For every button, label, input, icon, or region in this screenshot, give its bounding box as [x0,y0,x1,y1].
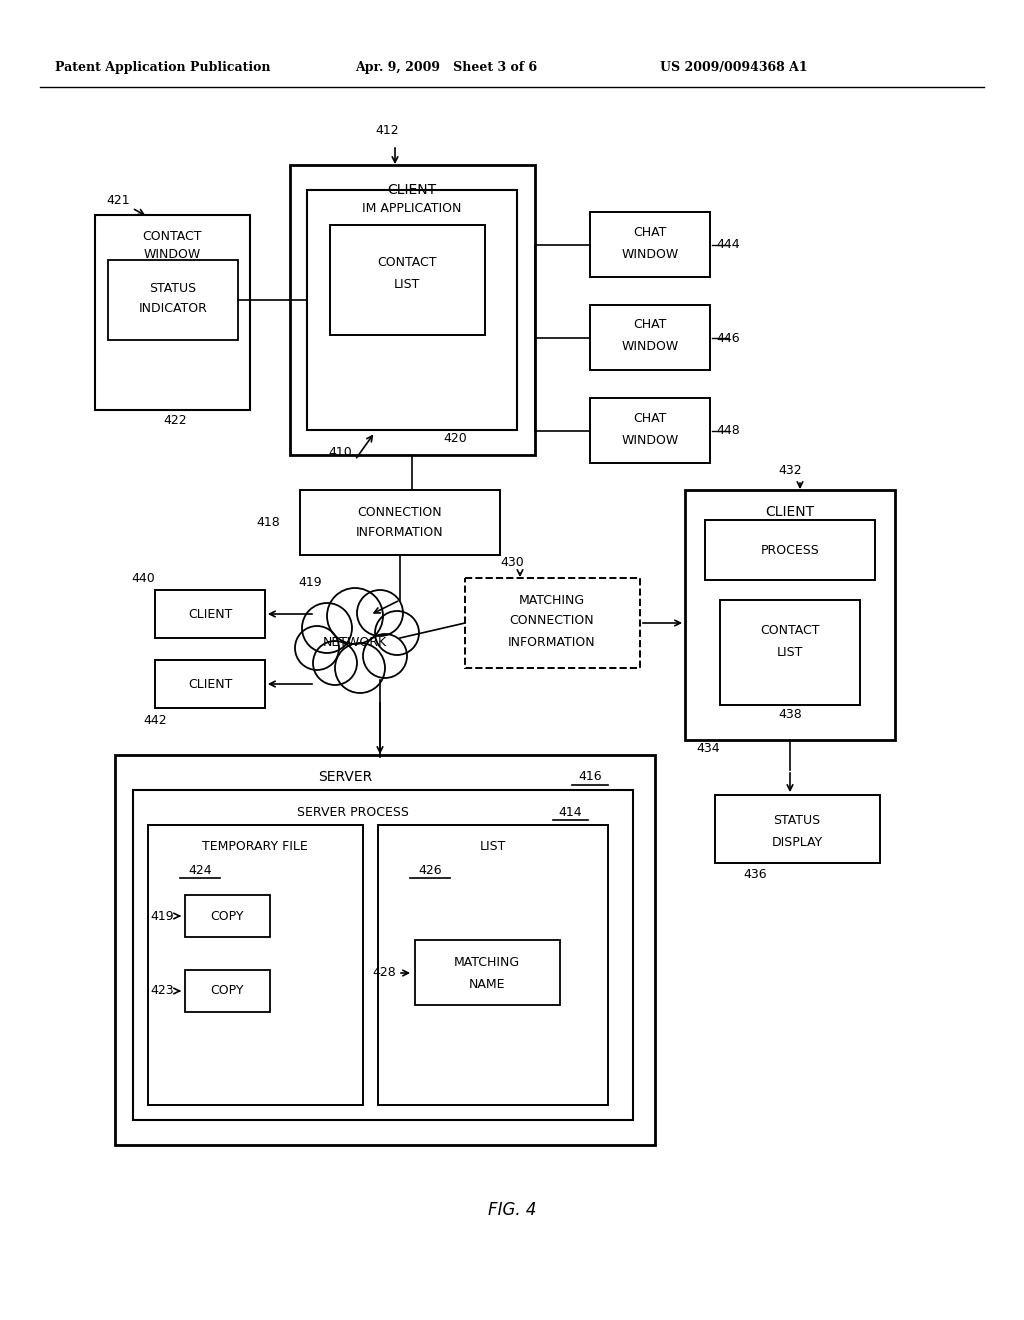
Text: CLIENT: CLIENT [765,506,814,519]
Bar [465,578,640,668]
Bar [715,795,880,863]
Bar [415,940,560,1005]
Text: STATUS: STATUS [773,813,820,826]
Circle shape [302,603,352,653]
Text: LIST: LIST [480,841,506,854]
Circle shape [362,634,407,678]
Circle shape [327,587,383,644]
Bar [685,490,895,741]
Text: 410: 410 [328,446,352,459]
Text: 430: 430 [500,556,524,569]
Text: WINDOW: WINDOW [143,248,201,261]
Circle shape [313,642,357,685]
Text: FIG. 4: FIG. 4 [487,1201,537,1218]
Text: Apr. 9, 2009   Sheet 3 of 6: Apr. 9, 2009 Sheet 3 of 6 [355,62,538,74]
Circle shape [295,626,339,671]
Bar [705,520,874,579]
Text: 432: 432 [778,463,802,477]
Text: LIST: LIST [777,645,803,659]
Text: 423: 423 [151,985,174,998]
Bar [115,755,655,1144]
Bar [590,399,710,463]
Bar [108,260,238,341]
Bar [185,970,270,1012]
Text: CONNECTION: CONNECTION [510,615,594,627]
Text: CLIENT: CLIENT [187,677,232,690]
Text: DISPLAY: DISPLAY [771,837,822,850]
Text: WINDOW: WINDOW [622,248,679,260]
Text: COPY: COPY [210,909,244,923]
Text: CHAT: CHAT [633,412,667,425]
Text: INFORMATION: INFORMATION [356,525,443,539]
Bar [330,224,485,335]
Text: 448: 448 [716,425,740,437]
Text: CONTACT: CONTACT [760,623,820,636]
Circle shape [375,611,419,655]
Text: CLIENT: CLIENT [187,607,232,620]
Text: US 2009/0094368 A1: US 2009/0094368 A1 [660,62,808,74]
Text: 424: 424 [188,863,212,876]
Text: CONTACT: CONTACT [142,231,202,243]
Bar [720,601,860,705]
Text: CHAT: CHAT [633,318,667,331]
Text: 419: 419 [151,909,174,923]
Text: 444: 444 [716,239,739,252]
Text: CLIENT: CLIENT [387,183,436,197]
Bar [590,213,710,277]
Text: SERVER PROCESS: SERVER PROCESS [297,805,409,818]
Text: 442: 442 [143,714,167,726]
Text: CONTACT: CONTACT [377,256,437,269]
Text: 422: 422 [163,413,186,426]
Circle shape [335,643,385,693]
Bar [307,190,517,430]
Bar [155,660,265,708]
Bar [590,305,710,370]
Text: MATCHING: MATCHING [454,956,520,969]
Text: 419: 419 [298,577,322,590]
Text: 428: 428 [373,966,396,979]
Text: 438: 438 [778,708,802,721]
Text: 412: 412 [375,124,398,136]
Bar [155,590,265,638]
Bar [378,825,608,1105]
Text: 414: 414 [558,805,582,818]
Bar [300,490,500,554]
Text: NAME: NAME [469,978,505,990]
Text: COPY: COPY [210,985,244,998]
Text: SERVER: SERVER [317,770,372,784]
Text: 434: 434 [696,742,720,755]
Bar [95,215,250,411]
Bar [133,789,633,1119]
Bar [148,825,362,1105]
Text: TEMPORARY FILE: TEMPORARY FILE [202,841,308,854]
Text: 418: 418 [256,516,280,529]
Text: WINDOW: WINDOW [622,341,679,354]
Text: 436: 436 [743,869,767,882]
Text: 420: 420 [443,432,467,445]
Text: PROCESS: PROCESS [761,544,819,557]
Text: STATUS: STATUS [150,281,197,294]
Text: CONNECTION: CONNECTION [357,506,442,519]
Text: 421: 421 [106,194,130,206]
Bar [290,165,535,455]
Text: LIST: LIST [394,279,420,292]
Text: 440: 440 [131,572,155,585]
Text: CHAT: CHAT [633,226,667,239]
Text: Patent Application Publication: Patent Application Publication [55,62,270,74]
Text: MATCHING: MATCHING [519,594,585,606]
Text: WINDOW: WINDOW [622,433,679,446]
Text: INDICATOR: INDICATOR [138,301,208,314]
Text: 446: 446 [716,331,739,345]
Text: NETWORK: NETWORK [323,636,387,649]
Text: 426: 426 [418,863,441,876]
Text: IM APPLICATION: IM APPLICATION [362,202,462,214]
Bar [185,895,270,937]
Text: 416: 416 [579,771,602,784]
Circle shape [357,590,403,636]
Text: INFORMATION: INFORMATION [508,635,596,648]
